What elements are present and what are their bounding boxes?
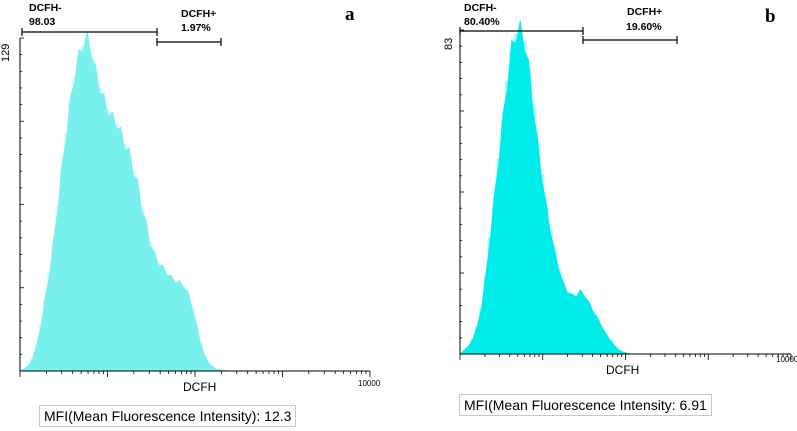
panel-label-a: a — [345, 4, 355, 25]
x-axis-label-a: DCFH — [183, 380, 216, 394]
gate-positive-name-b: DCFH+ — [627, 6, 662, 18]
gate-positive-value-a: 1.97% — [181, 22, 211, 34]
histogram-chart-a: DCFH- 98.03 DCFH+ 1.97% a 129 DCFH 10000 — [0, 2, 381, 394]
histogram-chart-b: DCFH- 80.40% DCFH+ 19.60% b 83 DCFH 1000… — [443, 2, 797, 377]
gate-positive-bar-b — [582, 36, 678, 44]
histogram-area-a — [18, 31, 231, 372]
gate-positive-bar-a — [156, 38, 222, 46]
y-axis-ticks-b — [460, 29, 464, 355]
panel-label-b: b — [765, 6, 776, 27]
x-axis-ticks-a — [19, 371, 371, 377]
y-max-label-a: 129 — [0, 44, 12, 62]
y-max-label-b: 83 — [443, 38, 455, 50]
gate-negative-value-b: 80.40% — [464, 16, 500, 28]
gate-negative-name-a: DCFH- — [29, 2, 62, 14]
x-axis-end-label-a: 10000 — [358, 379, 381, 388]
x-axis-ticks-b — [459, 354, 792, 360]
gate-negative-bar-a — [21, 28, 158, 36]
mfi-box-a: MFI(Mean Fluorescence Intensity): 12.3 — [39, 405, 297, 427]
x-axis-label-b: DCFH — [606, 363, 639, 377]
mfi-box-b: MFI(Mean Fluorescence Intensity: 6.91 — [459, 394, 712, 416]
gate-negative-bar-b — [459, 27, 584, 35]
y-axis-ticks-a — [20, 37, 24, 372]
gate-positive-name-a: DCFH+ — [181, 8, 216, 20]
gate-positive-value-b: 19.60% — [626, 21, 662, 33]
gate-negative-value-a: 98.03 — [29, 16, 55, 28]
histogram-panel-a: DCFH- 98.03 DCFH+ 1.97% a 129 DCFH 10000… — [0, 2, 381, 427]
histogram-panel-b: DCFH- 80.40% DCFH+ 19.60% b 83 DCFH 1000… — [400, 0, 797, 431]
x-axis-end-label-b: 10000 — [776, 355, 797, 364]
gate-negative-name-b: DCFH- — [464, 2, 497, 14]
histogram-area-b — [459, 20, 676, 355]
